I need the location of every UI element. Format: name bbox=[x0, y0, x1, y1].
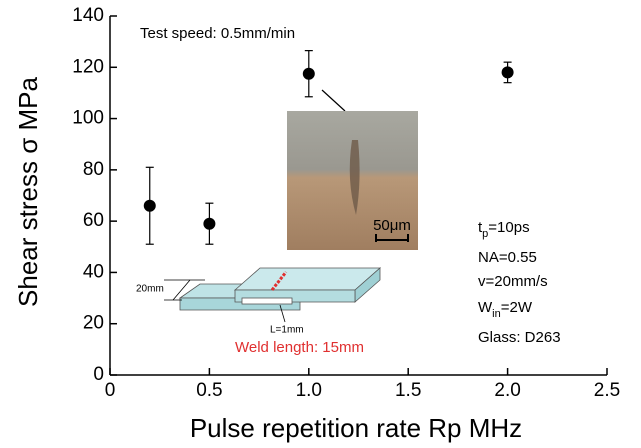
annotation-sub: p bbox=[482, 228, 488, 240]
y-tick-label: 120 bbox=[72, 56, 104, 77]
x-tick-label: 0 bbox=[105, 380, 116, 401]
x-tick-label: 2.5 bbox=[594, 380, 620, 401]
x-axis-title: Pulse repetition rate Rp MHz bbox=[190, 413, 522, 443]
y-axis-title: Shear stress σ MPa bbox=[13, 77, 43, 307]
scale-bar-label: 50μm bbox=[373, 217, 411, 234]
point bbox=[501, 66, 514, 79]
annotation-sub: in bbox=[492, 308, 501, 320]
annotation-part: =2W bbox=[501, 299, 533, 316]
annotation: NA=0.55 bbox=[478, 249, 537, 266]
annotation: 20mm bbox=[136, 284, 164, 295]
x-tick-label: 1.0 bbox=[296, 380, 322, 401]
x-tick-label: 1.5 bbox=[395, 380, 421, 401]
y-tick-label: 0 bbox=[93, 364, 104, 385]
annotation: L=1mm bbox=[270, 325, 304, 336]
y-tick-label: 100 bbox=[72, 108, 104, 129]
point bbox=[203, 217, 216, 230]
annotation-text: tp=10ps bbox=[478, 219, 530, 240]
annotation: v=20mm/s bbox=[478, 273, 548, 290]
inset-photo: 50μm bbox=[287, 89, 418, 250]
x-tick-label: 0.5 bbox=[196, 380, 222, 401]
y-tick-label: 80 bbox=[83, 159, 104, 180]
annotation: Win=2W bbox=[478, 299, 533, 320]
annotation-part: t bbox=[478, 219, 483, 236]
annotation: tp=10ps bbox=[478, 219, 530, 240]
annotation: Weld length: 15mm bbox=[235, 339, 364, 356]
point bbox=[302, 67, 315, 80]
y-tick-label: 20 bbox=[83, 313, 104, 334]
y-tick-label: 40 bbox=[83, 261, 104, 282]
point bbox=[143, 199, 156, 212]
annotation-part: =10ps bbox=[488, 219, 529, 236]
sample-diagram bbox=[164, 267, 382, 323]
annotation-part: W bbox=[478, 299, 493, 316]
y-tick-label: 140 bbox=[72, 5, 104, 26]
y-tick-label: 60 bbox=[83, 210, 104, 231]
annotation: Glass: D263 bbox=[478, 329, 561, 346]
annotation-text: Win=2W bbox=[478, 299, 533, 320]
x-tick-label: 2.0 bbox=[494, 380, 520, 401]
annotation: Test speed: 0.5mm/min bbox=[140, 25, 295, 42]
